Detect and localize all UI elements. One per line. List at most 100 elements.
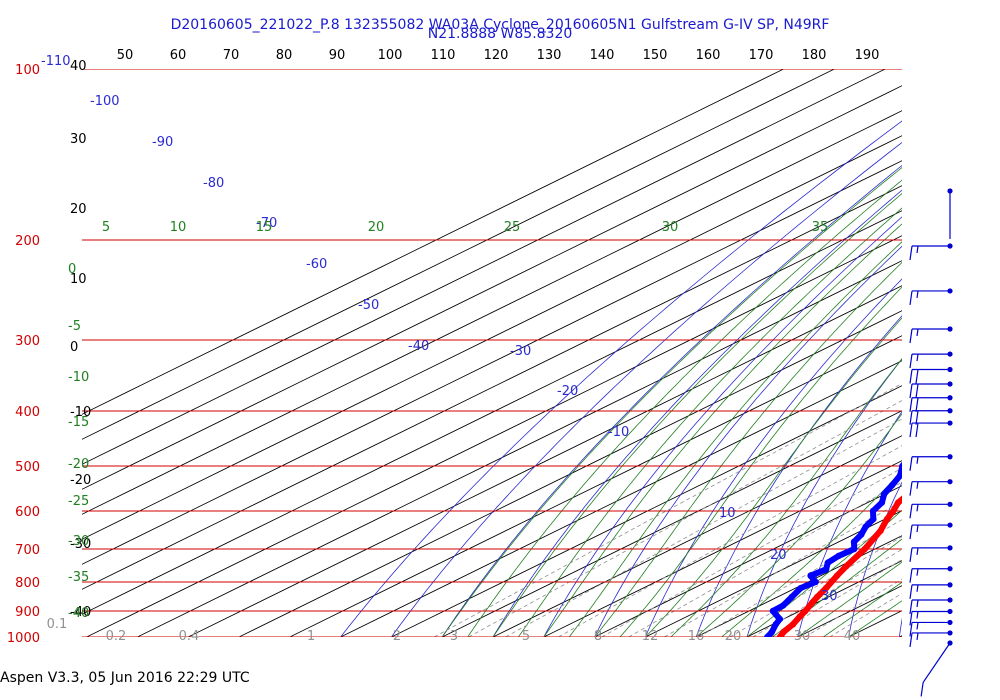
dewpoint-point [807, 572, 814, 579]
dewpoint-point [971, 382, 977, 388]
dry-adiabat-line [645, 278, 902, 637]
temperature-point [796, 613, 804, 620]
pressure-label: 900 [15, 605, 40, 620]
dewpoint-point [869, 507, 877, 515]
temperature-point [956, 442, 962, 448]
dewpoint-point [772, 621, 779, 628]
moist-adiabat-line [670, 358, 902, 637]
isotherm-line [797, 585, 902, 637]
dewpoint-point [822, 566, 830, 573]
wind-barb [909, 597, 953, 615]
dry-adiabat-line [797, 410, 902, 637]
wind-barb [909, 630, 953, 648]
moist-adiabat-left-label: -15 [68, 415, 89, 430]
mixing-ratio-line [601, 467, 902, 637]
wind-barb-half-feather [916, 245, 919, 254]
temperature-point [883, 515, 891, 523]
wind-barb-feather [915, 410, 919, 425]
isotherm-line [442, 410, 902, 637]
footer-version-timestamp: Aspen V3.3, 05 Jun 2016 22:29 UTC [0, 670, 250, 686]
top-axis-tick: 80 [276, 48, 293, 63]
dewpoint-point [776, 615, 784, 623]
temperature-point [776, 633, 784, 637]
moist-adiabat-line [772, 538, 902, 637]
top-axis-tick: 130 [537, 48, 562, 63]
wind-barb [909, 351, 953, 369]
moist-adiabat-line [518, 207, 902, 637]
dewpoint-point [896, 472, 902, 479]
mixing-ratio-label: 20 [725, 629, 742, 644]
moist-adiabat-label: 10 [170, 220, 187, 235]
dewpoint-point [858, 531, 865, 538]
mixing-ratio-label: 1 [307, 629, 315, 644]
wind-barb [909, 501, 953, 519]
mixing-ratio-line [698, 519, 902, 637]
mixing-ratio-line [434, 383, 902, 637]
isotherm-label: -90 [152, 135, 173, 150]
wind-barb-shaft [922, 642, 951, 683]
top-axis-tick: 150 [643, 48, 668, 63]
dewpoint-point [797, 584, 804, 592]
temperature-point [890, 507, 897, 515]
isotherm-line [950, 69, 1000, 637]
moist-adiabat-line [645, 317, 902, 637]
moist-adiabat-line [492, 193, 902, 637]
isotherm-line [594, 485, 902, 637]
top-axis-tick: 100 [378, 48, 403, 63]
sounding-location: N21.8888 W85.8320 [427, 26, 573, 42]
top-axis-tick: 60 [170, 48, 187, 63]
pressure-label: 500 [15, 460, 40, 475]
moist-adiabat-line [797, 561, 902, 637]
isotherm-line [82, 69, 784, 415]
isotherm-line [645, 510, 902, 637]
isotherm-line [82, 210, 902, 615]
moist-adiabat-label: 15 [256, 220, 273, 235]
moist-adiabat-line [695, 413, 902, 637]
temperature-point [894, 499, 902, 506]
moist-adiabat-left-label: -25 [68, 494, 89, 509]
top-axis-tick: 110 [431, 48, 456, 63]
sounding-title: D20160605_221022_P.8 132355082 WA03A Cyc… [170, 17, 830, 33]
temperature-point [861, 545, 869, 553]
dewpoint-point [824, 559, 832, 566]
dewpoint-point [769, 607, 777, 615]
wind-barb-half-feather [916, 622, 919, 630]
dewpoint-point [960, 360, 966, 366]
wind-barb [909, 381, 953, 399]
left-temperature-label: -30 [70, 537, 91, 552]
isotherm-line [391, 385, 902, 637]
isotherm-line [82, 185, 902, 590]
wind-barb [909, 566, 953, 583]
wind-barb-feather [909, 568, 913, 583]
isotherm-line [543, 460, 902, 637]
wind-barb-half-feather [916, 547, 919, 555]
isotherm-line [86, 235, 902, 637]
left-temperature-label: 40 [70, 59, 87, 74]
dewpoint-point [812, 578, 819, 586]
isotherm-line [82, 69, 886, 465]
temperature-point [833, 572, 841, 579]
top-axis-tick: 160 [696, 48, 721, 63]
isotherm-label: 30 [821, 589, 838, 604]
temperature-point [780, 628, 787, 636]
isotherm-label: -20 [557, 384, 578, 399]
dewpoint-point [968, 375, 974, 381]
mixing-ratio-label: 0.1 [47, 617, 68, 632]
mixing-ratio-line [829, 592, 902, 637]
mixing-ratio-line [505, 418, 902, 637]
wind-barb-feather [909, 328, 913, 344]
top-axis-tick: 70 [223, 48, 240, 63]
pressure-label: 200 [15, 234, 40, 249]
temperature-point [814, 593, 821, 601]
dewpoint-point [870, 515, 877, 523]
left-temperature-label: 30 [70, 132, 87, 147]
dry-adiabat-line [441, 164, 902, 637]
isotherm-label: -70 [256, 216, 277, 231]
temperature-point [809, 599, 816, 606]
dewpoint-point [903, 458, 909, 464]
wind-barb-feather [909, 504, 913, 519]
temperature-point [877, 527, 884, 534]
moist-adiabat-label: 30 [662, 220, 679, 235]
temperature-point [802, 607, 809, 615]
isotherm-line [238, 310, 902, 637]
